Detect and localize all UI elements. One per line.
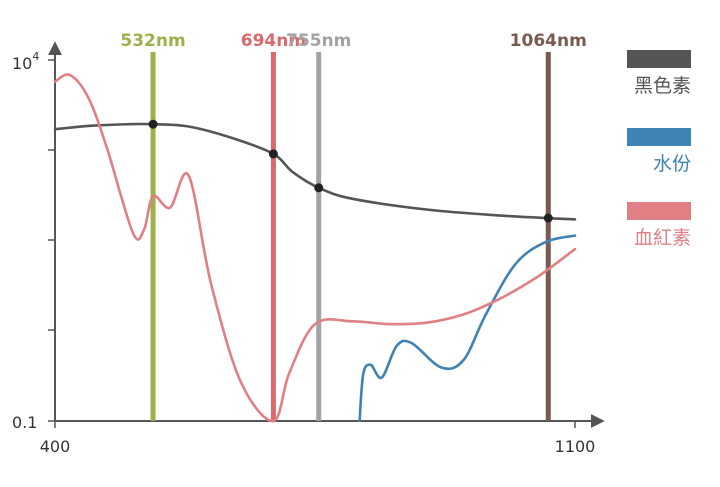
y-tick-label-top: 104 (12, 50, 39, 73)
x-tick-label-1100: 1100 (555, 437, 596, 456)
legend-label-1: 黑色素 (634, 75, 691, 97)
laser-label-755nm: 755nm (286, 31, 351, 51)
legend-swatch-1 (627, 50, 691, 68)
laser-label-1064nm: 1064nm (510, 31, 587, 51)
legend-swatch-2 (627, 128, 691, 146)
legend-swatch-3 (627, 202, 691, 220)
marker-point (148, 119, 158, 129)
legend-label-3: 血紅素 (634, 227, 691, 249)
marker-point (268, 149, 278, 159)
intersection-markers (148, 119, 553, 223)
series-line-1 (53, 122, 577, 221)
legend-label-2: 水份 (653, 153, 691, 175)
series-line-3 (53, 73, 577, 423)
marker-point (314, 183, 324, 193)
laser-label-694nm: 694nm (241, 31, 306, 51)
laser-label-532nm: 532nm (120, 31, 185, 51)
y-tick-label-bottom: 0.1 (12, 413, 37, 432)
y-tick-label-top-base: 10 (12, 54, 32, 73)
x-tick-label-400: 400 (40, 437, 71, 456)
marker-point (543, 213, 553, 223)
y-tick-label-top-exp: 4 (32, 50, 39, 63)
series-group (53, 73, 577, 423)
series-line-2 (358, 234, 577, 423)
